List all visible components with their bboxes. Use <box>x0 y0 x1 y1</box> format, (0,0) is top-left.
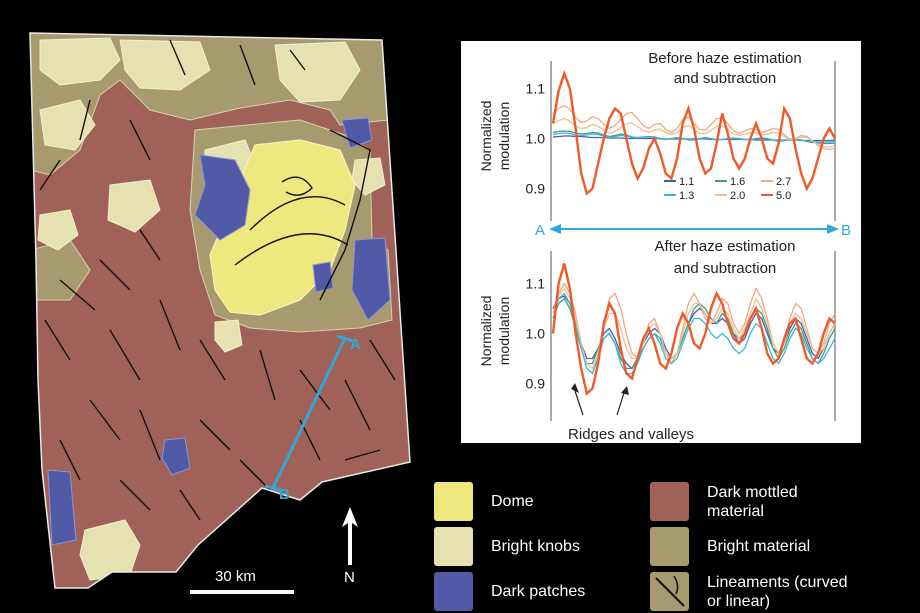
chart-1-ytick-label: 1.0 <box>526 326 546 342</box>
chart-1-ylabel-line1: Normalized <box>478 296 494 367</box>
legend-label-dome: Dome <box>491 493 534 510</box>
legend-label-bright-material: Bright material <box>707 538 811 555</box>
legend-item-bright-knobs: Bright knobs <box>434 527 580 566</box>
legend-label-dark-mottled: Dark mottled material <box>707 483 798 521</box>
legend-swatch-dome <box>434 482 473 521</box>
legend-item-dark-mottled: Dark mottled material <box>650 482 798 521</box>
annotation-arrow-right <box>616 392 625 416</box>
chart-legend-label: 5.0 <box>776 190 791 202</box>
legend-swatch-bright-knobs <box>434 527 473 566</box>
lineaments <box>39 39 396 521</box>
legend-label-bright-knobs: Bright knobs <box>491 538 580 555</box>
chart-0-subtitle: and subtraction <box>674 70 777 87</box>
chart-0-series-line <box>552 132 836 143</box>
chart-0-ytick-label: 0.9 <box>526 181 546 197</box>
bright-knob-region <box>37 209 79 251</box>
chart-1-ylabel-line2: modulation <box>496 297 512 366</box>
chart-1-ytick-label: 0.9 <box>526 376 546 392</box>
map-outline <box>29 32 411 589</box>
chart-0-ytick-label: 1.0 <box>526 131 546 147</box>
legend-swatch-bright-material <box>650 527 689 566</box>
profile-start-tick <box>336 334 354 343</box>
north-label: N <box>344 569 355 586</box>
legend-label-lineaments-line1: Lineaments (curved <box>707 573 848 591</box>
annotation-arrowhead-left <box>571 383 579 393</box>
chart-0-ylabel-line1: Normalized <box>478 101 494 172</box>
chart-legend-label: 1.1 <box>679 176 694 188</box>
bright-knob-region <box>274 41 361 103</box>
annotation-arrow-left <box>574 390 584 416</box>
chart-0-ylabel-line2: modulation <box>496 102 512 171</box>
chart-annotation: Ridges and valleys <box>568 426 694 443</box>
chart-0-ytick-label: 1.1 <box>526 81 546 97</box>
legend-item-dome: Dome <box>434 482 534 521</box>
profile-arrowhead-left <box>549 224 561 234</box>
dark-patch-region <box>194 154 251 241</box>
chart-1-ytick-label: 1.1 <box>526 276 546 292</box>
dark-patch-region <box>47 469 77 546</box>
legend-swatch-dark-patches <box>434 572 473 611</box>
profile-arrowhead-right <box>827 224 839 234</box>
legend-label-lineaments-line2: or linear) <box>707 592 771 610</box>
profile-arrow-end-label: B <box>841 222 851 239</box>
bright-knob-region <box>107 179 161 233</box>
profile-charts-panel: Before haze estimation and subtraction Nor… <box>461 41 861 443</box>
bright-knob-region <box>351 157 386 196</box>
profile-charts: Before haze estimation and subtraction Nor… <box>478 50 851 443</box>
scale-bar <box>190 590 294 594</box>
legend-label-dark-patches: Dark patches <box>491 583 586 600</box>
legend-swatch-dark-mottled <box>650 482 689 521</box>
annotation-arrowhead-right <box>621 386 629 395</box>
dark-patch-region <box>351 237 391 321</box>
geologic-map <box>29 32 411 589</box>
legend-label-dark-mottled-line1: Dark mottled <box>707 483 798 501</box>
dark-patch-region <box>312 261 334 293</box>
dark-patch-region <box>161 437 191 476</box>
chart-1-title: After haze estimation <box>655 238 796 255</box>
chart-legend-label: 1.3 <box>679 190 694 202</box>
profile-end-label: B <box>279 486 290 503</box>
scale-label: 30 km <box>215 568 256 585</box>
legend-label-lineaments: Lineaments (curved or linear) <box>707 573 848 611</box>
profile-arrow-start-label: A <box>535 222 545 239</box>
bright-knob-region <box>39 37 121 86</box>
chart-1-subtitle: and subtraction <box>674 260 777 277</box>
chart-0-series-line <box>551 69 837 196</box>
chart-0-title: Before haze estimation <box>648 50 801 67</box>
legend-item-bright-material: Bright material <box>650 527 810 566</box>
legend-label-dark-mottled-line2: material <box>707 502 764 520</box>
chart-legend-label: 1.6 <box>730 176 745 188</box>
legend-item-dark-patches: Dark patches <box>434 572 585 611</box>
profile-line <box>271 337 347 489</box>
legend-swatch-lineaments <box>650 572 689 611</box>
chart-1-series-line <box>551 263 836 396</box>
lineament-icon <box>655 575 685 607</box>
legend-item-lineaments: Lineaments (curved or linear) <box>650 572 848 611</box>
profile-end-tick <box>264 484 282 492</box>
north-arrow-icon <box>342 507 358 565</box>
bright-knob-region <box>119 39 211 91</box>
chart-legend-label: 2.7 <box>776 176 791 188</box>
chart-legend-label: 2.0 <box>730 190 745 202</box>
profile-start-label: A <box>350 336 361 353</box>
bright-knob-region <box>214 319 243 353</box>
